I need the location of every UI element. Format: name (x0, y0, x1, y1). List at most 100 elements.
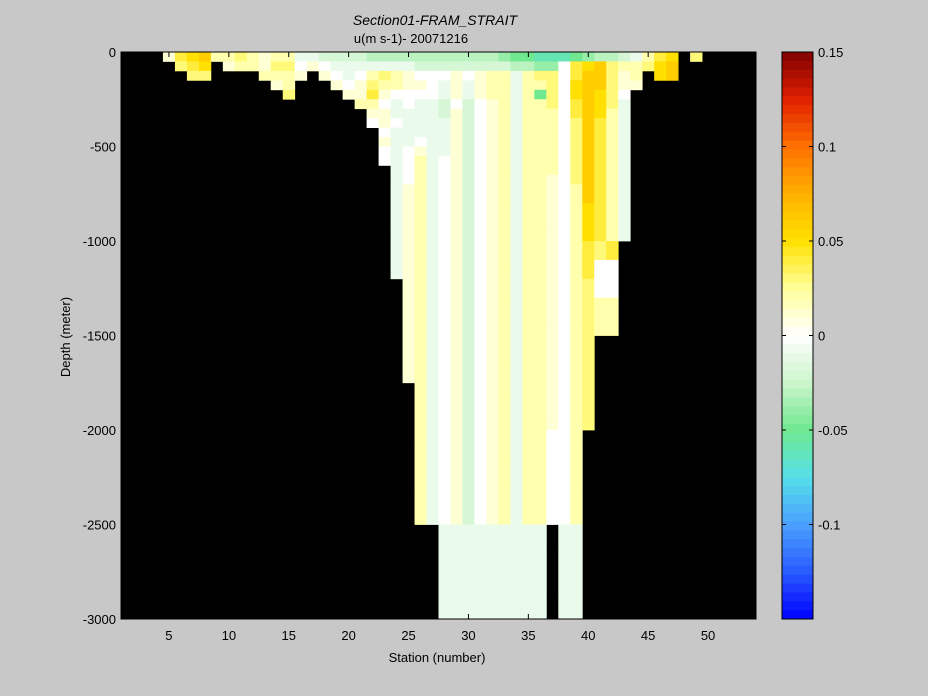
velocity-cell (534, 127, 547, 138)
velocity-cell (546, 373, 559, 384)
velocity-cell (354, 70, 368, 81)
velocity-cell (570, 89, 583, 100)
velocity-cell (510, 108, 523, 119)
velocity-cell (570, 127, 583, 138)
colorbar-tick-label: -0.1 (818, 518, 840, 533)
velocity-cell (462, 467, 475, 478)
velocity-cell (570, 297, 583, 308)
y-tick-label: -1000 (83, 234, 116, 249)
velocity-cell (450, 505, 463, 516)
velocity-cell (570, 250, 583, 261)
velocity-cell (486, 439, 499, 450)
velocity-cell (534, 600, 547, 610)
velocity-cell (438, 269, 451, 280)
velocity-cell (570, 155, 583, 166)
velocity-cell (438, 146, 451, 157)
velocity-cell (546, 401, 559, 412)
velocity-cell (450, 420, 463, 431)
velocity-cell (534, 344, 547, 355)
velocity-cell (390, 146, 403, 157)
velocity-cell (354, 52, 368, 62)
velocity-cell (402, 146, 415, 157)
velocity-cell (534, 231, 547, 242)
velocity-cell (618, 108, 631, 119)
velocity-cell (438, 458, 451, 469)
velocity-cell (546, 259, 559, 270)
colorbar-segment (782, 530, 813, 540)
velocity-cell (510, 137, 523, 147)
velocity-cell (282, 61, 296, 72)
y-tick-label: 0 (109, 45, 116, 60)
velocity-cell (666, 70, 679, 81)
velocity-cell (558, 496, 571, 506)
velocity-cell (570, 581, 583, 592)
velocity-cell (462, 146, 475, 157)
velocity-cell (414, 297, 427, 308)
velocity-cell (366, 108, 379, 119)
colorbar-segment (782, 441, 813, 452)
velocity-cell (690, 52, 703, 62)
velocity-cell (486, 505, 499, 516)
velocity-cell (534, 146, 547, 157)
velocity-cell (498, 401, 511, 412)
velocity-cell (438, 609, 451, 620)
velocity-cell (558, 600, 571, 610)
velocity-cell (438, 439, 451, 450)
velocity-cell (510, 193, 523, 204)
colorbar-segment (782, 193, 813, 204)
velocity-cell (486, 80, 499, 91)
velocity-cell (522, 524, 535, 535)
velocity-cell (462, 118, 475, 128)
velocity-cell (558, 174, 571, 185)
velocity-cell (498, 99, 511, 110)
velocity-cell (510, 212, 523, 223)
velocity-cell (234, 61, 248, 72)
velocity-cell (594, 155, 607, 166)
velocity-cell (414, 411, 427, 421)
velocity-cell (450, 600, 463, 610)
velocity-cell (522, 354, 535, 365)
velocity-cell (510, 458, 523, 469)
velocity-cell (582, 155, 595, 166)
velocity-cell (414, 439, 427, 450)
velocity-cell (606, 278, 619, 289)
velocity-cell (426, 278, 439, 289)
velocity-cell (546, 155, 559, 166)
velocity-cell (462, 259, 475, 270)
velocity-cell (546, 118, 559, 128)
velocity-cell (594, 137, 607, 147)
velocity-cell (402, 278, 415, 289)
velocity-cell (438, 174, 451, 185)
velocity-cell (498, 70, 511, 81)
velocity-cell (294, 52, 308, 62)
velocity-cell (606, 288, 619, 299)
velocity-cell (570, 326, 583, 336)
velocity-cell (438, 571, 451, 582)
velocity-cell (522, 203, 535, 214)
velocity-cell (486, 552, 499, 563)
velocity-cell (558, 165, 571, 176)
velocity-cell (390, 269, 403, 280)
x-tick-label: 50 (701, 628, 715, 643)
velocity-cell (546, 99, 559, 110)
velocity-cell (450, 89, 463, 100)
velocity-cell (594, 118, 607, 128)
velocity-cell (246, 52, 260, 62)
velocity-cell (570, 99, 583, 110)
velocity-cell (558, 127, 571, 138)
velocity-cell (582, 288, 595, 299)
velocity-cell (618, 52, 631, 62)
velocity-cell (474, 382, 487, 393)
velocity-cell (534, 373, 547, 384)
velocity-cell (378, 137, 391, 147)
velocity-cell (570, 52, 583, 62)
colorbar-segment (782, 565, 813, 576)
velocity-cell (558, 184, 571, 195)
velocity-cell (450, 203, 463, 214)
velocity-cell (474, 335, 487, 346)
velocity-cell (414, 288, 427, 299)
velocity-cell (630, 80, 643, 91)
velocity-cell (450, 146, 463, 157)
velocity-cell (510, 52, 523, 62)
y-tick-label: -3000 (83, 612, 116, 627)
